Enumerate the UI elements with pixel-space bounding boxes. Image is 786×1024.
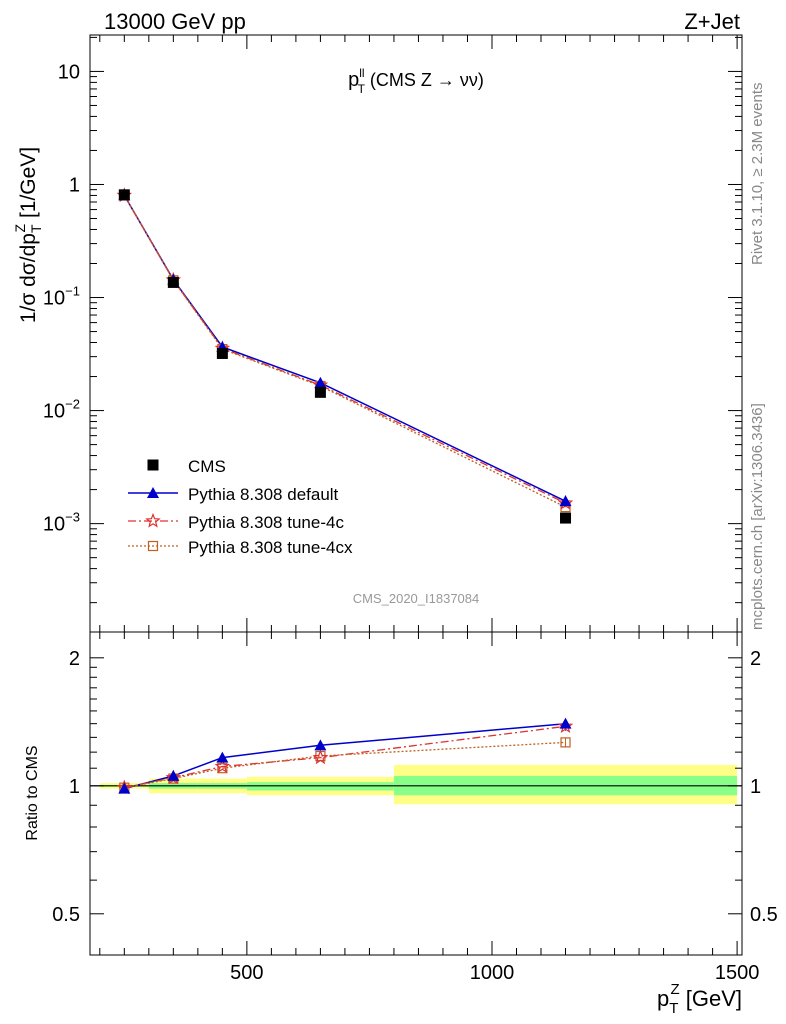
x-axis-label: pTZ [GeV] [657,981,742,1017]
title-p: p [348,69,359,91]
x-label-subscript: T [669,1000,678,1017]
x-label-p: p [657,986,669,1011]
data-point-default [314,376,327,388]
energy-label: 13000 GeV pp [104,9,246,34]
y-tick-exponent: −3 [65,510,80,525]
y-tick-base: 10 [43,288,65,310]
ratio-point-default [216,751,229,763]
mcplots-label: mcplots.cern.ch [arXiv:1306.3436] [749,403,766,630]
x-tick-label: 500 [230,962,263,984]
y-tick-label: 1 [69,174,80,196]
legend-marker-cms [147,459,159,471]
y-label-superscript: Z [12,223,28,232]
title-subscript: T [358,82,366,96]
y-tick-base: 10 [43,514,65,536]
ratio-point-tune4c [312,749,329,765]
analysis-id-label: CMS_2020_I1837084 [353,591,480,606]
y-label-subscript: T [28,224,44,233]
series-line-tune4cx [123,195,566,508]
ratio-y-tick-label-right: 1 [750,776,761,798]
y-tick-label: 10−3 [43,510,80,536]
plot-title: pll T (CMS Z → νν) [348,66,484,96]
data-point-cms [118,189,130,201]
x-tick-label: 1500 [715,962,760,984]
data-point-cms [560,512,572,524]
main-y-axis-label: 1/σ dσ/dpTZ [1/GeV] [12,147,44,323]
title-rest: (CMS Z → νν) [365,70,484,90]
data-point-cms [314,386,326,398]
series-line-default [123,195,566,502]
legend-label-cms: CMS [188,457,226,476]
ratio-line-tune4cx [124,741,566,789]
legend-marker-tune4c [145,512,161,528]
ratio-y-tick-label: 2 [69,648,80,670]
legend-label-tune4c: Pythia 8.308 tune-4c [188,513,344,532]
x-label-superscript: Z [670,981,679,998]
y-tick-exponent: −2 [65,397,80,412]
rivet-version-label: Rivet 3.1.10, ≥ 2.3M events [749,83,766,266]
data-point-cms [167,276,179,288]
legend-marker-tune4cx [147,540,159,552]
ratio-point-default [314,739,327,751]
title-superscript: ll [359,66,364,80]
y-label-text: 1/σ dσ/dp [17,233,40,323]
data-point-cms [216,347,228,359]
ratio-y-tick-label: 0.5 [52,904,80,926]
y-tick-base: 10 [43,401,65,423]
process-label: Z+Jet [684,9,740,34]
ratio-point-default [559,717,572,729]
data-point-default [559,495,572,507]
ratio-y-tick-label-right: 0.5 [750,904,778,926]
ratio-point-tune4cx [217,763,228,774]
ratio-y-tick-label-right: 2 [750,648,761,670]
ratio-y-tick-label: 1 [69,776,80,798]
y-tick-label: 10−2 [43,397,80,423]
ratio-point-default [118,782,131,794]
x-label-unit: [GeV] [680,986,742,1011]
ratio-point-default [167,769,180,781]
y-label-unit: [1/GeV] [17,147,40,224]
x-tick-label: 1000 [470,962,515,984]
ratio-point-tune4c [214,758,231,774]
y-tick-label: 10−1 [43,284,80,310]
legend-label-tune4cx: Pythia 8.308 tune-4cx [188,538,353,557]
ratio-point-tune4c [557,718,574,733]
y-tick-exponent: −1 [65,284,80,299]
y-tick-label: 10 [58,61,80,83]
ratio-point-tune4cx [560,737,571,748]
legend-marker-default [147,487,159,498]
ratio-y-axis-label: Ratio to CMS [24,745,41,840]
ratio-frame [89,631,743,956]
legend-label-default: Pythia 8.308 default [188,485,339,504]
